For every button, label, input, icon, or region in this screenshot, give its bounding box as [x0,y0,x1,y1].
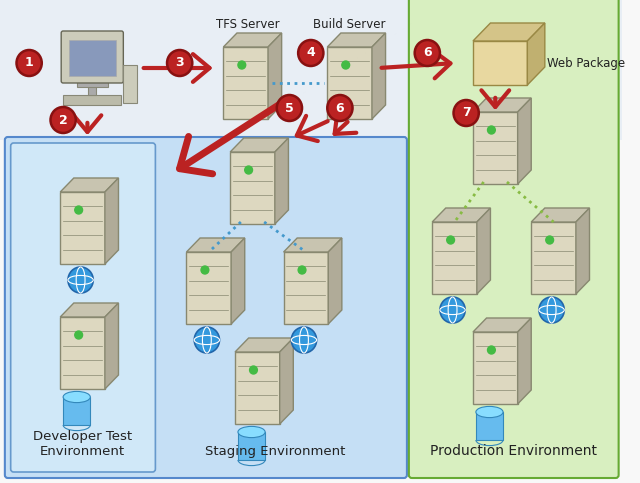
Bar [60,317,105,389]
Bar [235,352,280,424]
Circle shape [539,297,564,323]
Bar [60,192,105,264]
Text: 1: 1 [25,57,33,70]
Circle shape [454,100,479,126]
Bar [238,432,265,460]
Polygon shape [275,138,289,224]
Circle shape [51,107,76,133]
Ellipse shape [238,426,265,438]
Bar [69,40,116,76]
Polygon shape [327,33,385,47]
Text: Production Environment: Production Environment [430,444,597,458]
Text: 7: 7 [462,106,470,119]
Bar [230,152,275,224]
Text: 6: 6 [335,101,344,114]
Text: 6: 6 [423,46,431,59]
Polygon shape [186,238,244,252]
Bar [473,41,527,85]
Text: Developer Test
Environment: Developer Test Environment [33,430,132,458]
Bar [432,222,477,294]
Circle shape [194,327,220,353]
Text: 3: 3 [175,57,184,70]
Circle shape [17,50,42,76]
Polygon shape [518,318,531,404]
Text: Staging Environment: Staging Environment [205,445,345,458]
Bar [63,95,122,105]
Circle shape [342,61,349,69]
Text: 2: 2 [59,114,67,127]
Bar [473,332,518,404]
Bar [77,80,108,87]
Bar [63,397,90,425]
Polygon shape [432,208,490,222]
Circle shape [68,267,93,293]
Circle shape [291,327,317,353]
Circle shape [250,366,257,374]
Circle shape [276,95,302,121]
Circle shape [415,40,440,66]
Polygon shape [473,98,531,112]
Text: 5: 5 [285,101,294,114]
Polygon shape [231,238,244,324]
Polygon shape [105,178,118,264]
Text: Build Server: Build Server [314,18,386,31]
Circle shape [244,166,253,174]
Bar [327,47,372,119]
Circle shape [546,236,554,244]
Circle shape [488,126,495,134]
Polygon shape [531,208,589,222]
Circle shape [447,236,454,244]
Circle shape [488,346,495,354]
Circle shape [75,206,83,214]
Circle shape [75,331,83,339]
Polygon shape [284,238,342,252]
Bar [186,252,231,324]
Circle shape [327,95,353,121]
Bar [476,412,503,440]
Text: TFS Server: TFS Server [216,18,280,31]
Circle shape [298,40,323,66]
Circle shape [167,50,192,76]
FancyBboxPatch shape [61,31,124,83]
Polygon shape [268,33,282,119]
Text: Web Package: Web Package [547,57,625,70]
Polygon shape [527,23,545,85]
Circle shape [440,297,465,323]
Circle shape [298,266,306,274]
Polygon shape [372,33,385,119]
FancyBboxPatch shape [11,143,156,472]
Polygon shape [60,178,118,192]
Circle shape [201,266,209,274]
Polygon shape [105,303,118,389]
Bar [473,112,518,184]
Bar [284,252,328,324]
Polygon shape [328,238,342,324]
Ellipse shape [476,406,503,418]
Polygon shape [576,208,589,294]
FancyBboxPatch shape [5,137,407,478]
FancyBboxPatch shape [409,0,619,478]
Polygon shape [223,33,282,47]
Polygon shape [60,303,118,317]
Bar [0,0,621,140]
Bar [223,47,268,119]
Bar [124,65,137,103]
Ellipse shape [63,391,90,403]
Bar [88,85,96,95]
Polygon shape [473,23,545,41]
Text: 4: 4 [307,46,315,59]
Polygon shape [230,138,289,152]
Circle shape [238,61,246,69]
Bar [531,222,576,294]
Polygon shape [235,338,293,352]
Polygon shape [518,98,531,184]
Polygon shape [280,338,293,424]
Polygon shape [477,208,490,294]
Polygon shape [473,318,531,332]
